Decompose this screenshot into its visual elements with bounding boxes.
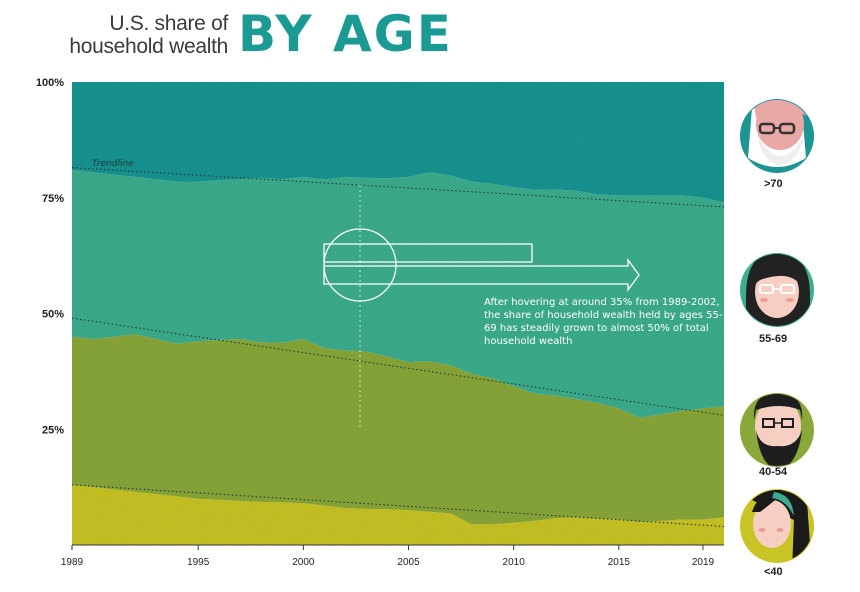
trendline-2: [71, 484, 725, 528]
area-gt70: [72, 82, 724, 203]
title-line-1: U.S. share of: [109, 12, 228, 35]
annotation-text: After hovering at around 35% from 1989-2…: [484, 297, 723, 347]
legend-label-lt40: <40: [764, 566, 783, 578]
x-tick-label: 1995: [187, 557, 210, 568]
legend-label-40-54: 40-54: [759, 466, 788, 478]
trendline-label: Trendline: [92, 159, 134, 169]
x-tick-label: 2010: [503, 557, 526, 568]
trendline-0: [71, 167, 725, 208]
area-a40_54: [72, 334, 724, 525]
title-line-2: household wealth: [69, 35, 228, 58]
y-axis: 25% 50% 75% 100%: [36, 77, 64, 436]
trendline-1: [71, 317, 725, 416]
stacked-areas: [72, 82, 724, 545]
y-tick-label: 75%: [42, 193, 64, 205]
bearded-man-icon: [740, 393, 814, 467]
y-tick-label: 25%: [42, 424, 64, 436]
x-axis: 1989 1995 2000 2005 2010 2015 2019: [61, 545, 715, 568]
y-tick-label: 50%: [42, 309, 64, 321]
young-woman-icon: [740, 489, 814, 563]
x-tick-label: 2005: [397, 557, 420, 568]
x-tick-label: 2015: [608, 557, 631, 568]
woman-with-glasses-icon: [740, 253, 814, 327]
chart-subtitle: U.S. share of household wealth: [60, 12, 228, 58]
chart-title: BY AGE: [238, 5, 453, 63]
x-tick-label: 1989: [61, 557, 84, 568]
trendlines: [71, 167, 725, 528]
x-tick-label: 2019: [692, 557, 715, 568]
x-tick-label: 2000: [292, 557, 315, 568]
area-a55_69: [72, 170, 724, 418]
legend-label-gt70: >70: [764, 178, 783, 190]
right-arrow-icon: [323, 258, 640, 292]
annotation-arrow-graphic: [323, 185, 640, 430]
y-tick-label: 100%: [36, 77, 64, 89]
area-lt40: [72, 484, 724, 545]
elderly-man-icon: [740, 99, 814, 173]
legend-label-55-69: 55-69: [759, 333, 788, 345]
